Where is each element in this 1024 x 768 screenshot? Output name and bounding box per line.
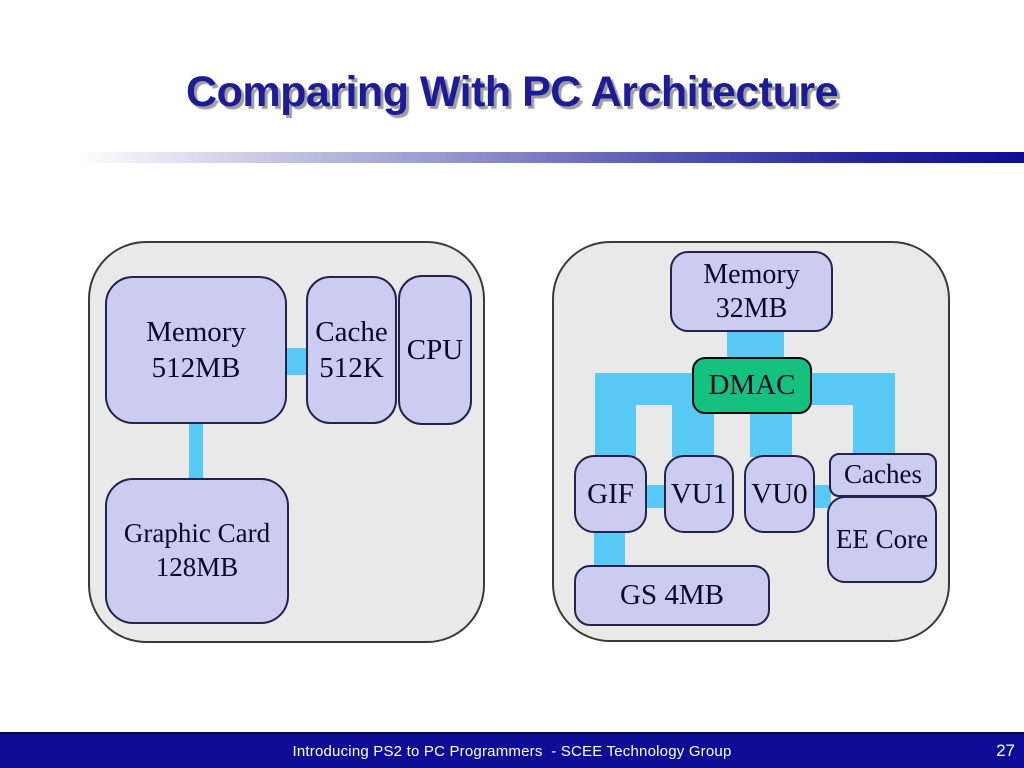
page-number: 27 — [996, 741, 1015, 760]
connector-ps2-bus-caches — [853, 401, 895, 455]
connector-pc-memory-cache — [285, 348, 308, 375]
ps2-memory-label-line2: 32MB — [715, 292, 788, 324]
pc-memory-label-line1: Memory — [146, 315, 246, 348]
pc-architecture-container: Memory 512MB Cache 512K CPU Graphic Card… — [88, 241, 485, 643]
ps2-gs-box: GS 4MB — [574, 565, 770, 626]
pc-graphic-card-label-line2: 128MB — [155, 552, 239, 582]
ps2-caches-box: Caches — [829, 453, 937, 497]
pc-cpu-box: CPU — [398, 275, 472, 425]
footer-bar: Introducing PS2 to PC Programmers - SCEE… — [0, 732, 1024, 768]
pc-memory-box: Memory 512MB — [105, 276, 287, 424]
pc-cpu-label: CPU — [406, 333, 464, 366]
pc-cache-box: Cache 512K — [306, 276, 397, 424]
ps2-vu1-box: VU1 — [664, 455, 734, 533]
pc-graphic-card-box: Graphic Card 128MB — [105, 478, 289, 624]
ps2-vu0-label: VU0 — [751, 477, 808, 510]
connector-ps2-vu0-caches — [813, 485, 831, 508]
ps2-memory-label-line1: Memory — [703, 258, 800, 290]
title-underline-gradient-bar — [75, 152, 1024, 163]
ps2-ee-core-box: EE Core — [827, 496, 937, 583]
connector-ps2-memory-dmac — [727, 331, 784, 359]
ps2-caches-label: Caches — [844, 459, 922, 490]
pc-cache-label-line2: 512K — [319, 352, 384, 384]
connector-ps2-dmac-vu0 — [750, 411, 792, 457]
ps2-gif-box: GIF — [574, 455, 647, 533]
connector-pc-memory-graphic — [189, 422, 203, 480]
footer-text: Introducing PS2 to PC Programmers - SCEE… — [292, 742, 732, 760]
ps2-dmac-box: DMAC — [692, 357, 812, 414]
slide-title: Comparing With PC Architecture — [186, 68, 838, 116]
ps2-vu1-label: VU1 — [670, 477, 728, 510]
ps2-memory-box: Memory 32MB — [670, 251, 833, 332]
ps2-gs-label: GS 4MB — [620, 579, 724, 612]
ps2-gif-label: GIF — [587, 477, 634, 510]
ps2-dmac-label: DMAC — [708, 369, 796, 402]
ps2-ee-core-label: EE Core — [835, 523, 929, 554]
ps2-vu0-box: VU0 — [744, 455, 815, 533]
pc-memory-label-line2: 512MB — [151, 352, 241, 384]
connector-ps2-gif-vu1 — [645, 485, 666, 508]
pc-graphic-card-label-line1: Graphic Card — [123, 518, 271, 549]
pc-cache-label-line1: Cache — [315, 315, 388, 348]
connector-ps2-bus-gif — [595, 401, 636, 457]
connector-ps2-gif-gs — [594, 531, 625, 567]
ps2-architecture-container: Memory 32MB DMAC GIF VU1 VU0 Caches EE C… — [552, 241, 950, 642]
